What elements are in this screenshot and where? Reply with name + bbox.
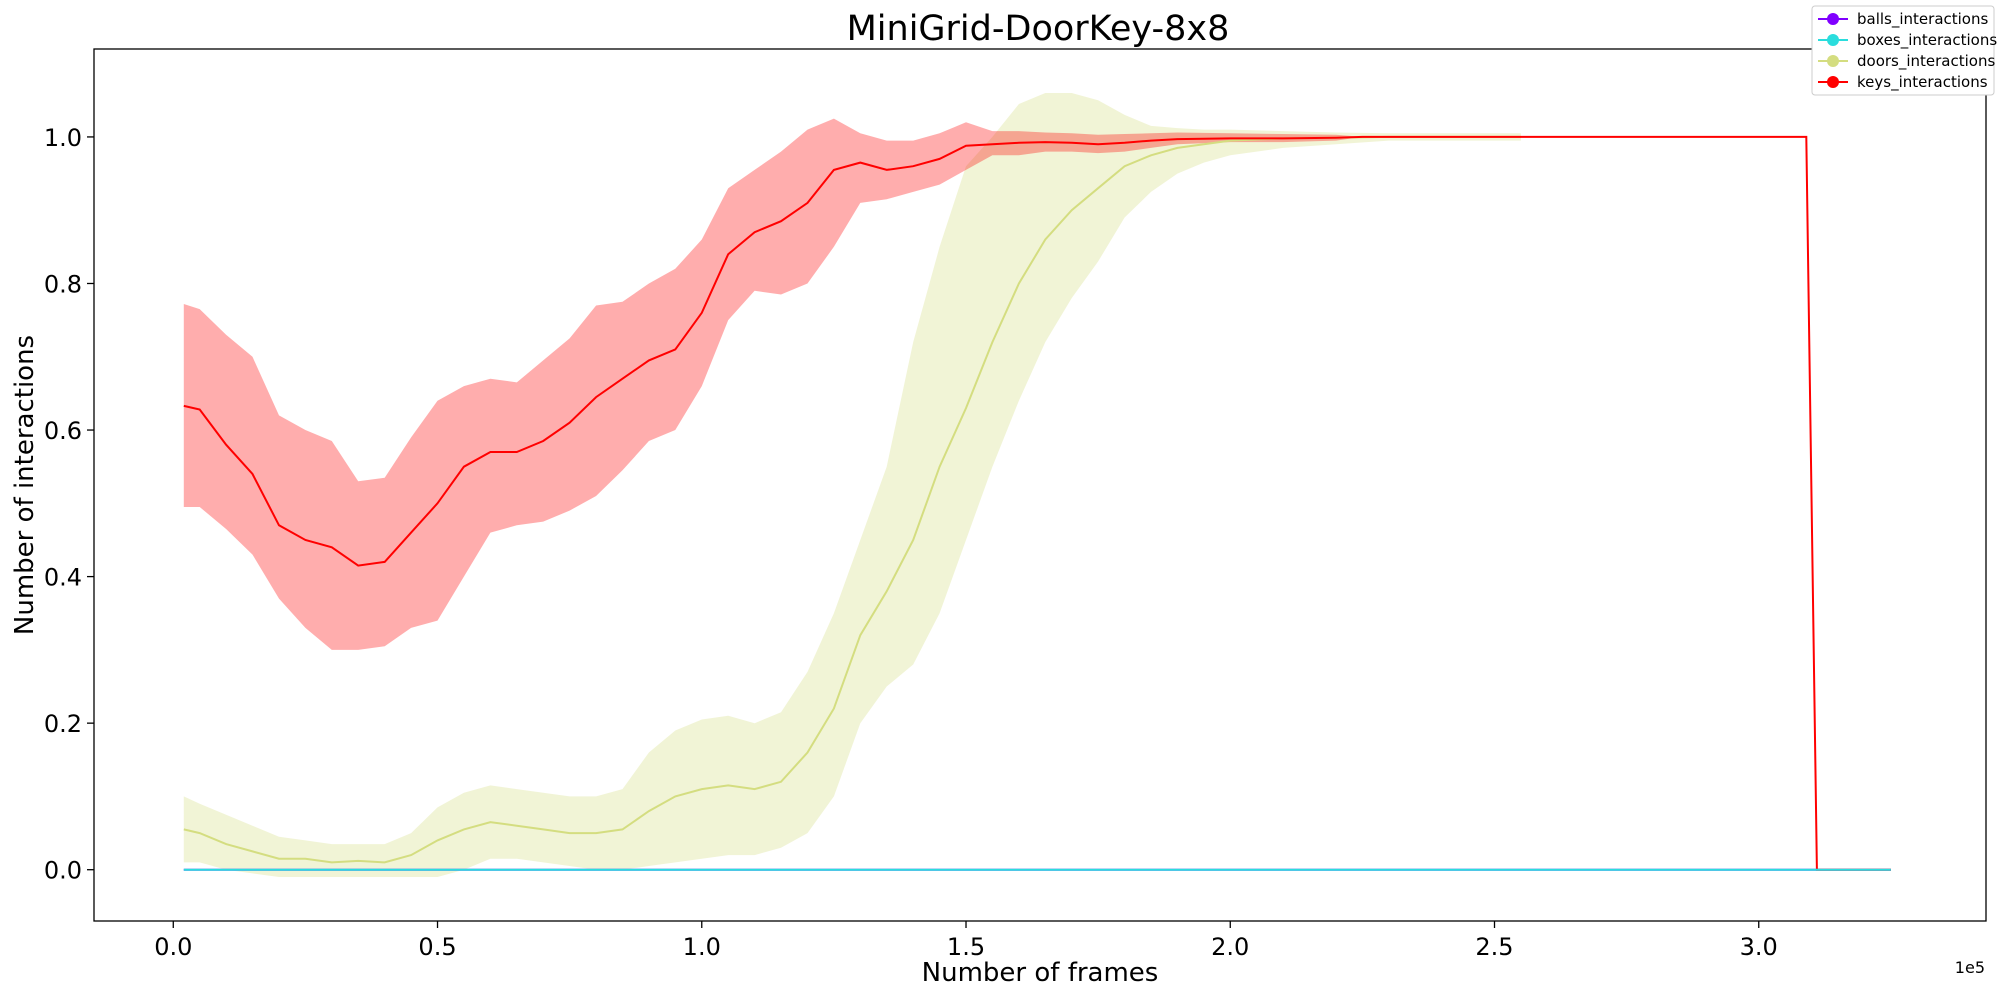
y-tick-label: 0.4 — [44, 564, 82, 592]
y-tick-label: 0.2 — [44, 710, 82, 738]
keys-interactions-legend-marker — [1827, 76, 1839, 88]
x-tick-label: 0.5 — [418, 933, 456, 961]
legend: balls_interactions boxes_interactionsdoor… — [1811, 5, 1997, 96]
y-axis-ticks: 0.0 0.2 0.4 0.6 0.8 1.0 — [44, 124, 94, 885]
legend-frame — [1811, 5, 1995, 96]
series-lines — [183, 135, 1891, 871]
y-tick-label: 0.8 — [44, 270, 82, 298]
chart-title: MiniGrid-DoorKey-8x8 — [847, 9, 1230, 49]
y-tick-label: 0.0 — [44, 857, 82, 885]
x-axis-label: Number of frames — [922, 958, 1159, 988]
balls-interactions-legend-label: balls_interactions — [1857, 10, 1988, 29]
boxes-interactions-legend-marker — [1827, 34, 1839, 46]
x-axis-ticks: 0.0 0.5 1.0 1.5 2.0 2.5 3.0 — [154, 921, 1778, 961]
x-tick-label: 3.0 — [1740, 933, 1778, 961]
legend-items: balls_interactions boxes_interactionsdoor… — [1818, 10, 1997, 92]
keys-interactions-line — [183, 135, 1891, 871]
y-axis-label: Number of interactions — [10, 335, 40, 635]
doors-interactions-legend-label: doors_interactions — [1857, 52, 1995, 71]
balls-interactions-legend-marker — [1827, 13, 1839, 25]
x-tick-label: 2.5 — [1475, 933, 1513, 961]
doors-interactions-line — [183, 135, 1521, 864]
x-offset-label: 1e5 — [1955, 958, 1985, 977]
y-tick-label: 0.6 — [44, 417, 82, 445]
plot-frame — [93, 48, 1987, 922]
keys-interactions-legend-label: keys_interactions — [1857, 73, 1988, 92]
x-tick-label: 1.0 — [683, 933, 721, 961]
doors-interactions-legend-marker — [1827, 55, 1839, 67]
x-tick-label: 0.0 — [154, 933, 192, 961]
y-tick-label: 1.0 — [44, 124, 82, 152]
x-tick-label: 1.5 — [947, 933, 985, 961]
doors-interactions-band — [183, 93, 1521, 877]
x-tick-label: 2.0 — [1211, 933, 1249, 961]
confidence-bands — [183, 93, 1891, 877]
keys-interactions-band — [183, 118, 1891, 870]
boxes-interactions-legend-label: boxes_interactions — [1857, 31, 1997, 50]
